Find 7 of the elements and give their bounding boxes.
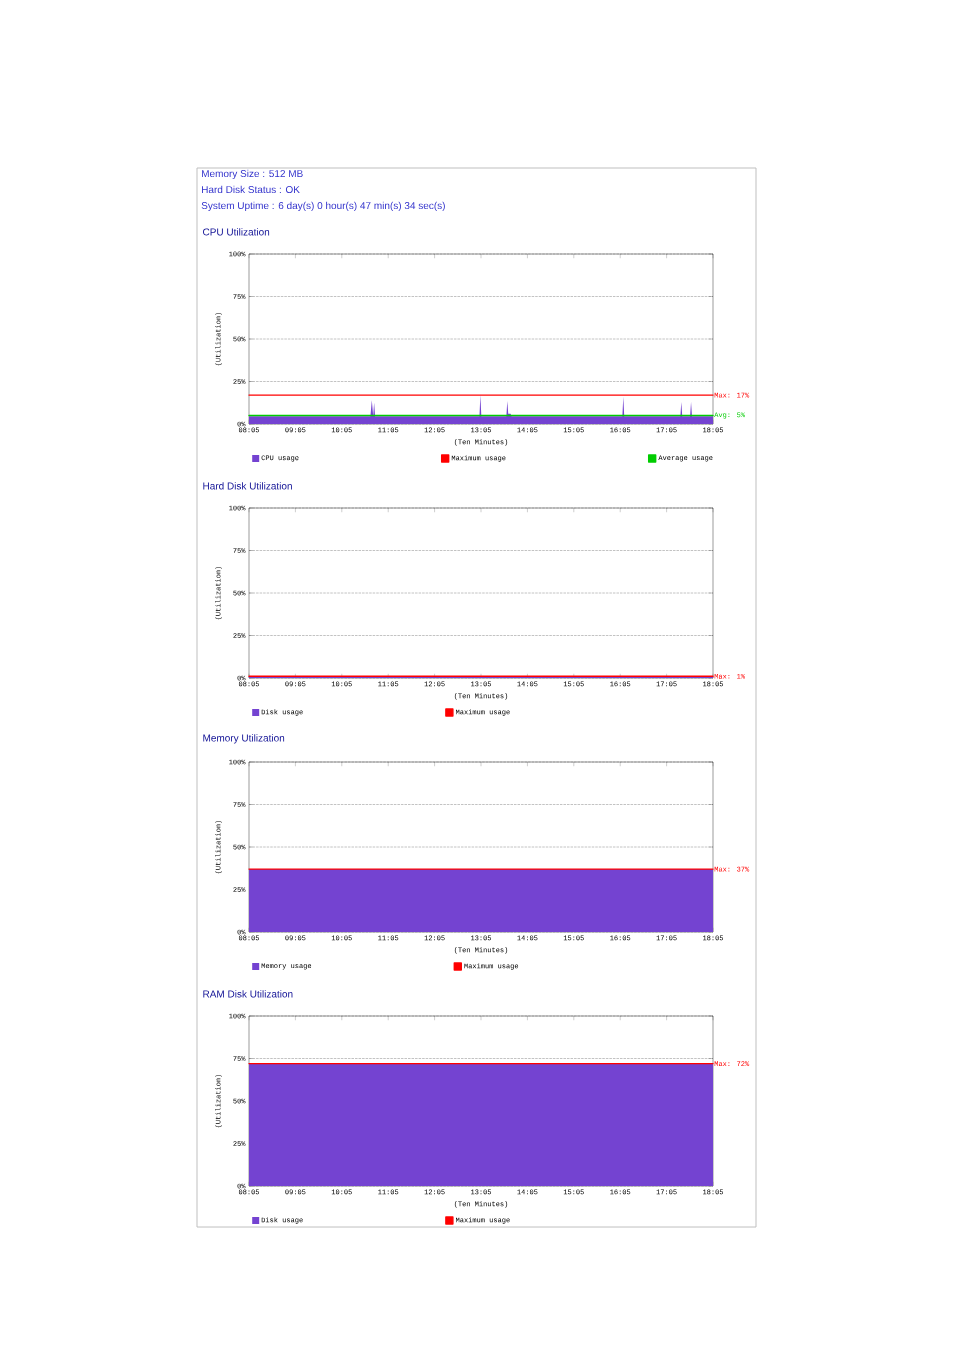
text: Memory Size : 512 MB [202, 169, 303, 180]
chart-title: CPU Utilization [203, 228, 270, 236]
chart-title: RAM Disk Utilization [203, 990, 293, 998]
chart-title: Hard Disk Utilization [203, 482, 292, 490]
text: System Uptime : 6 day(s) 0 hour(s) 47 min(s) 34 sec(s) [201, 201, 445, 212]
chart-title: Memory Utilization [203, 734, 285, 744]
text: Hard Disk Status : OK [202, 185, 300, 194]
